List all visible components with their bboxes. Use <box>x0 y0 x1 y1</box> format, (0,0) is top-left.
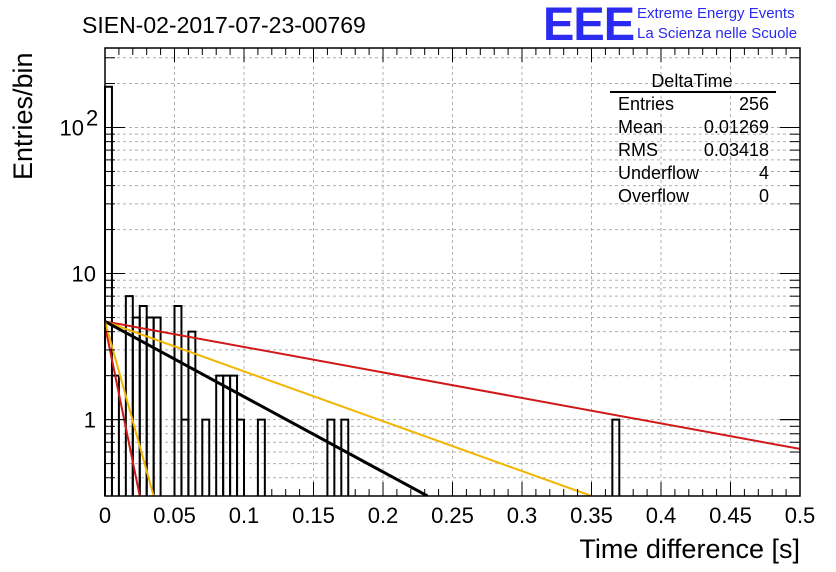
histogram-bar <box>104 85 113 496</box>
y-tick-base: 10 <box>60 115 84 140</box>
histogram-bar <box>201 418 211 496</box>
x-tick-label: 0.5 <box>785 503 816 528</box>
y-tick-label: 1 <box>84 408 96 433</box>
stats-value: 0 <box>759 186 769 206</box>
histogram-bar <box>326 418 336 496</box>
histogram-bar <box>180 418 190 496</box>
histogram-bar <box>236 418 245 496</box>
stats-value: 0.03418 <box>704 140 769 160</box>
y-tick-label: 10 <box>72 262 96 287</box>
stats-box: DeltaTime Entries 256 Mean 0.01269 RMS 0.0341… <box>610 71 776 206</box>
stats-value: 4 <box>759 163 769 183</box>
y-tick-exponent: 2 <box>86 105 98 130</box>
logo-text: EEE <box>543 0 634 50</box>
fit-line <box>105 320 592 496</box>
chart-title: SIEN-02-2017-07-23-00769 <box>82 12 366 38</box>
y-axis-label: Entries/bin <box>8 52 38 180</box>
grid-lines <box>105 48 800 497</box>
stats-label: Entries <box>618 94 674 114</box>
x-tick-label: 0.15 <box>292 503 335 528</box>
x-tick-label: 0.4 <box>646 503 677 528</box>
histogram-bars <box>104 85 621 496</box>
eee-logo: EEE Extreme Energy Events La Scienza nel… <box>543 0 797 50</box>
x-tick-label: 0.35 <box>570 503 613 528</box>
stats-label: Overflow <box>618 186 690 206</box>
x-tick-label: 0 <box>99 503 111 528</box>
fit-line <box>105 321 155 496</box>
stats-value: 256 <box>739 94 769 114</box>
stats-name: DeltaTime <box>651 71 732 91</box>
stats-value: 0.01269 <box>704 117 769 137</box>
x-tick-label: 0.25 <box>431 503 474 528</box>
y-tick-label: 10 2 <box>60 105 99 140</box>
histogram-bar <box>152 316 162 496</box>
histogram-bar <box>187 330 197 496</box>
axes <box>104 47 801 497</box>
x-tick-label: 0.05 <box>153 503 196 528</box>
fit-lines <box>105 320 800 496</box>
histogram-bar <box>611 418 621 496</box>
histogram-bar <box>340 418 350 496</box>
x-axis-label: Time difference [s] <box>579 534 800 564</box>
fit-line <box>105 320 800 450</box>
logo-line-1: Extreme Energy Events <box>637 5 795 22</box>
stats-label: Underflow <box>618 163 700 183</box>
logo-line-2: La Scienza nelle Scuole <box>637 25 797 42</box>
histogram-bar <box>173 304 183 496</box>
x-tick-label: 0.3 <box>507 503 538 528</box>
x-tick-label: 0.1 <box>229 503 260 528</box>
x-tick-labels: 0 0.05 0.1 0.15 0.2 0.25 0.3 0.35 0.4 0.45 0.5 <box>99 503 815 528</box>
y-tick-value: 1 <box>84 408 96 433</box>
histogram-bar <box>256 418 266 496</box>
stats-label: Mean <box>618 117 663 137</box>
y-tick-value: 10 <box>72 262 96 287</box>
fit-line <box>105 325 141 496</box>
stats-label: RMS <box>618 140 658 160</box>
x-tick-label: 0.2 <box>368 503 399 528</box>
x-tick-label: 0.45 <box>709 503 752 528</box>
fit-line <box>105 320 429 496</box>
